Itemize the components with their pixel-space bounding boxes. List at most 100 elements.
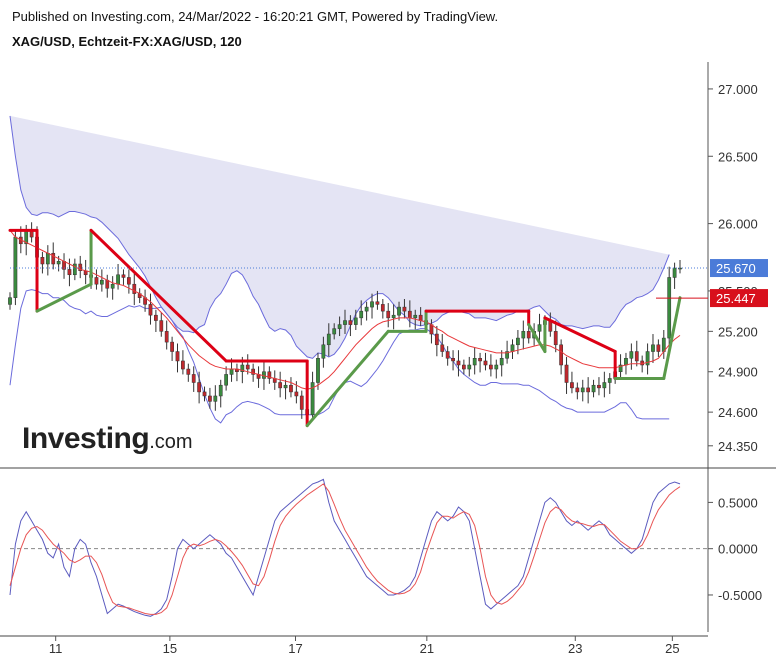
osc-tick-label: 0.0000 [718, 542, 758, 557]
candle-body [580, 387, 585, 393]
time-tick-label: 17 [288, 641, 302, 656]
candle-body [370, 301, 374, 308]
bollinger-band [9, 115, 670, 424]
candle-body [575, 387, 580, 393]
candle-body [116, 274, 120, 285]
candle-body [218, 384, 223, 397]
price-tick-label: 27.000 [718, 82, 758, 97]
candle-body [624, 358, 628, 366]
candle-body [564, 364, 569, 383]
candle-body [294, 391, 299, 397]
candle-body [570, 382, 574, 389]
candle-body [99, 279, 104, 285]
candle-body [407, 310, 412, 319]
candle-body [202, 391, 207, 397]
candle-body [121, 274, 126, 278]
candle-body [618, 364, 623, 372]
price-tick-label: 25.200 [718, 324, 758, 339]
candle-body [456, 360, 461, 366]
candle-body [229, 368, 234, 375]
candle-body [434, 333, 439, 346]
candle-body [348, 320, 353, 325]
candle-body [397, 306, 401, 316]
candle-body [105, 279, 110, 289]
moving-average-line [9, 229, 681, 390]
time-axis: 11 15 17 21 23 25 [49, 636, 680, 656]
price-tick-label: 24.600 [718, 405, 758, 420]
time-tick-label: 15 [163, 641, 177, 656]
supertrend-segment [527, 323, 547, 354]
candle-body [8, 297, 12, 305]
band-upper [9, 115, 670, 359]
candle-body [629, 351, 634, 359]
candle-body [197, 382, 201, 393]
candle-body [364, 306, 369, 312]
candle-body [289, 384, 293, 393]
price-tick-label: 26.000 [718, 217, 758, 232]
candle-body [451, 358, 455, 362]
candle-body [516, 337, 520, 346]
candle-body [267, 371, 272, 379]
osc-slow-line [9, 483, 681, 615]
price-labels: 25.670 25.447 [10, 259, 768, 308]
candle-body [191, 374, 196, 383]
candle-body [164, 331, 169, 343]
candle-body [148, 304, 153, 316]
candle-body [375, 301, 380, 305]
candle-body [472, 358, 477, 366]
candle-body [672, 267, 677, 278]
candle-body [51, 252, 56, 265]
supertrend-segment [305, 329, 390, 428]
supertrend-segment [662, 296, 682, 380]
candle-body [299, 395, 304, 410]
candle-body [413, 314, 418, 319]
candle-body [386, 310, 391, 319]
candle-body [213, 395, 218, 402]
logo-text: Investing [22, 422, 150, 455]
candle-body [380, 304, 385, 312]
candle-body [343, 320, 347, 325]
candle-body [445, 351, 450, 359]
candle-body [326, 333, 331, 346]
candle-body [462, 364, 466, 370]
candle-body [494, 364, 499, 370]
price-tick-label: 24.900 [718, 365, 758, 380]
candle-body [224, 374, 229, 386]
candle-body [402, 306, 407, 312]
supertrend-segment [543, 316, 617, 354]
last-price-label: 25.670 [716, 261, 756, 276]
published-info: Published on Investing.com, 24/Mar/2022 … [12, 9, 499, 24]
candle-body [332, 328, 337, 335]
osc-fast-line [9, 478, 681, 617]
candle-body [521, 331, 526, 339]
candle-body [240, 364, 245, 372]
candle-body [499, 358, 504, 366]
candle-body [321, 344, 326, 359]
candle-body [645, 351, 650, 366]
supertrend-segment [89, 228, 228, 363]
indicator-lines [8, 228, 682, 428]
candle-body [559, 344, 563, 366]
time-tick-label: 11 [49, 641, 63, 656]
candle-body [505, 351, 509, 359]
candle-body [154, 314, 158, 321]
main-axes: 27.00026.50026.00025.50025.20024.90024.6… [0, 62, 776, 637]
candle-body [283, 384, 288, 389]
candle-body [607, 378, 612, 383]
candle-body [651, 344, 655, 352]
osc-tick-label: 0.5000 [718, 495, 758, 510]
candle-body [251, 368, 256, 375]
supertrend-value-label: 25.447 [716, 291, 756, 306]
candle-body [208, 395, 212, 402]
investing-logo: Investing.com [22, 422, 193, 456]
candle-body [132, 283, 137, 294]
candle-body [78, 263, 83, 271]
candle-body [181, 360, 185, 370]
candle-body [602, 382, 607, 389]
candle-body [186, 368, 191, 375]
band-fill [10, 115, 670, 359]
candle-body [72, 263, 77, 276]
time-tick-label: 21 [420, 641, 434, 656]
candle-body [127, 277, 131, 285]
candle-body [310, 382, 315, 416]
